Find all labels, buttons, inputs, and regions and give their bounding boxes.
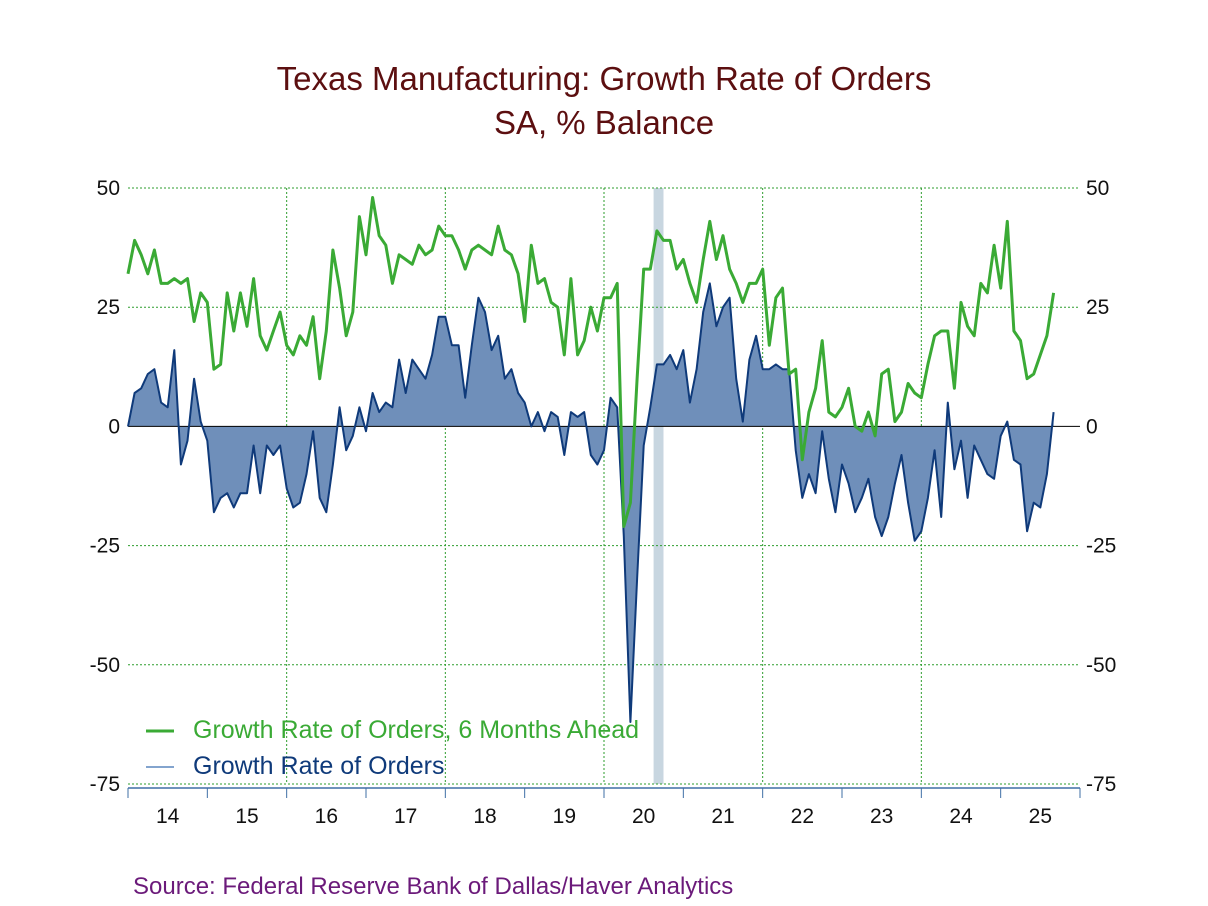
x-tick-label: 21 (711, 805, 734, 828)
recession-band-0 (653, 188, 664, 784)
y-tick-label-left: 25 (97, 296, 120, 319)
legend-label-future: Growth Rate of Orders, 6 Months Ahead (193, 716, 639, 744)
y-tick-label-right: -25 (1086, 535, 1116, 558)
x-tick-label: 19 (553, 805, 576, 828)
x-axis: 14 15 16 17 18 19 20 21 22 23 24 25 (127, 787, 1081, 828)
x-tick-label: 23 (870, 805, 893, 828)
y-tick-label-right: 0 (1086, 415, 1098, 438)
y-tick-label-left: -75 (90, 773, 120, 796)
x-tick-label: 20 (632, 805, 655, 828)
legend: Growth Rate of Orders, 6 Months Ahead Gr… (146, 716, 639, 780)
x-tick-label: 22 (791, 805, 814, 828)
y-tick-label-left: -50 (90, 654, 120, 677)
y-tick-label-left: 0 (108, 415, 120, 438)
x-tick-label: 17 (394, 805, 417, 828)
series-line-future (126, 196, 1056, 528)
recession-shading (653, 188, 664, 784)
series-line-orders (127, 282, 1055, 723)
y-ticks: 50 50 25 25 0 0 -25 -25 -50 -50 -75 -75 (90, 177, 1117, 796)
y-tick-label-right: -75 (1086, 773, 1116, 796)
chart-subtitle: SA, % Balance (494, 104, 714, 141)
chart-title: Texas Manufacturing: Growth Rate of Orde… (277, 60, 932, 97)
x-tick-label: 16 (315, 805, 338, 828)
x-tick-label: 14 (156, 805, 180, 828)
legend-label-orders: Growth Rate of Orders (193, 752, 444, 780)
series-lines (126, 196, 1056, 723)
y-tick-label-right: -50 (1086, 654, 1116, 677)
source-note: Source: Federal Reserve Bank of Dallas/H… (133, 873, 733, 900)
y-tick-label-left: 50 (97, 177, 120, 200)
x-tick-label: 15 (235, 805, 258, 828)
y-tick-label-right: 50 (1086, 177, 1109, 200)
y-tick-label-right: 25 (1086, 296, 1109, 319)
y-tick-label-left: -25 (90, 535, 120, 558)
x-tick-label: 25 (1029, 805, 1052, 828)
x-tick-label: 18 (473, 805, 496, 828)
x-tick-label: 24 (949, 805, 973, 828)
